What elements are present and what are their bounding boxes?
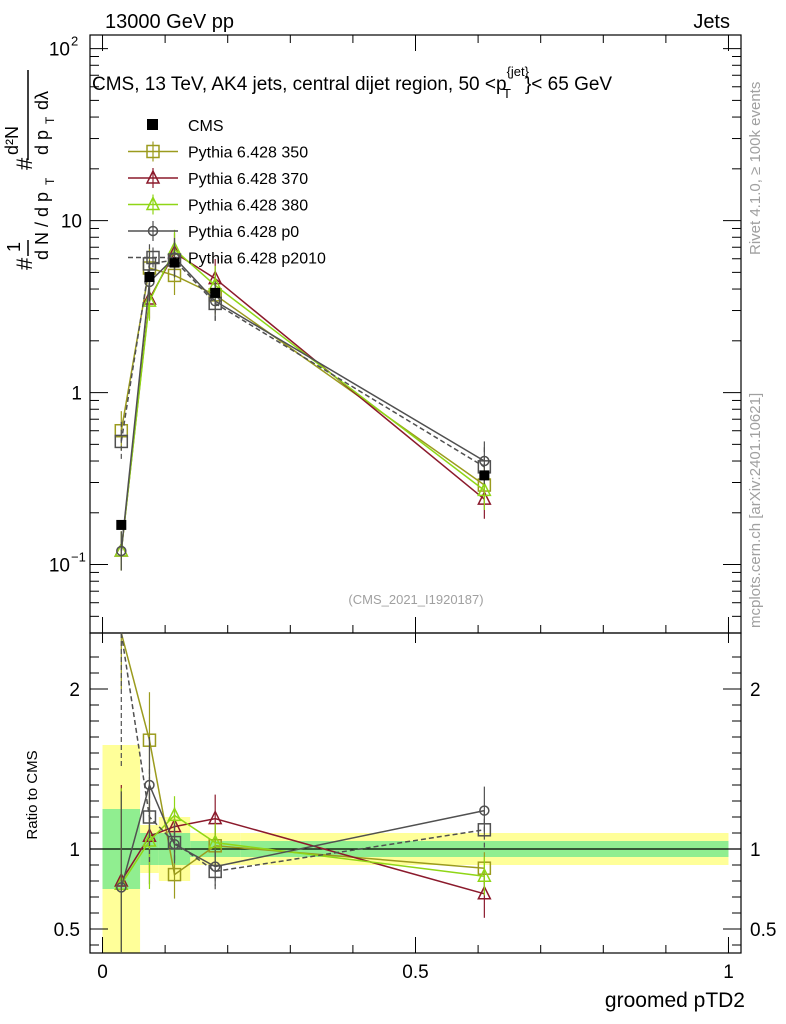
series-main-marker xyxy=(142,292,157,307)
legend-label: Pythia 6.428 p2010 xyxy=(188,251,326,268)
legend-marker xyxy=(146,144,160,159)
legend-entry: CMS xyxy=(147,118,224,135)
legend-marker xyxy=(145,169,161,184)
y-label-sub-2: T xyxy=(43,116,57,124)
series-layer xyxy=(114,229,492,953)
ratio-y-tick-label: 0.5 xyxy=(54,920,80,941)
cms-data-marker xyxy=(169,257,180,268)
main-y-tick-label: 10 xyxy=(49,556,70,577)
legend-entry: Pythia 6.428 350 xyxy=(128,141,308,162)
main-y-tick-label: 10 xyxy=(49,40,70,61)
main-y-tick-exponent: 2 xyxy=(71,34,78,49)
y-label-part-1: # xyxy=(12,257,37,270)
legend-label: Pythia 6.428 p0 xyxy=(188,224,299,241)
header-left: 13000 GeV pp xyxy=(105,11,234,33)
legend-entry: Pythia 6.428 p0 xyxy=(128,221,299,241)
series-ratio-line xyxy=(120,632,485,873)
legend-label: Pythia 6.428 350 xyxy=(188,145,308,162)
series-ratio-marker xyxy=(167,806,182,822)
ratio-y-tick-label-right: 1 xyxy=(750,840,761,861)
series-main-marker xyxy=(114,434,129,449)
x-tick-label: 1 xyxy=(723,962,734,983)
x-tick-label: 0 xyxy=(97,962,108,983)
legend-entry: Pythia 6.428 380 xyxy=(128,194,308,215)
title-superscript: {jet} xyxy=(507,64,530,79)
series-ratio-marker xyxy=(208,864,222,879)
ratio-y-tick-label: 1 xyxy=(69,840,80,861)
main-y-tick-label: 1 xyxy=(71,384,82,405)
legend: CMS Pythia 6.428 350 Pythia 6.428 370 Pythi… xyxy=(128,118,326,268)
ratio-y-axis-label: Ratio to CMS xyxy=(24,750,41,839)
main-y-axis-label: # 1 d N / d p T # d²N d p T dλ xyxy=(2,70,57,270)
series-ratio-marker xyxy=(116,882,127,893)
mcplots-label: mcplots.cern.ch [arXiv:2401.10621] xyxy=(747,393,764,628)
y-label-lambda: dλ xyxy=(32,91,52,110)
legend-entry: Pythia 6.428 370 xyxy=(128,168,308,188)
rivet-label: Rivet 4.1.0, ≥ 100k events xyxy=(747,82,764,255)
ratio-y-tick-label: 2 xyxy=(69,680,80,701)
analysis-id: (CMS_2021_I1920187) xyxy=(348,592,483,607)
series-main-line xyxy=(120,259,485,468)
legend-entry: Pythia 6.428 p2010 xyxy=(128,247,326,268)
main-y-tick-label: 10 xyxy=(61,212,82,233)
main-y-tick-exponent: −1 xyxy=(71,550,86,565)
y-label-sub-1: T xyxy=(43,177,57,185)
header-right: Jets xyxy=(693,11,730,33)
series-main-marker xyxy=(116,545,127,557)
ratio-y-tick-label-right: 0.5 xyxy=(750,920,776,941)
y-label-denominator-1: d N / d p xyxy=(32,192,52,260)
cms-data-marker xyxy=(144,271,155,282)
y-label-denominator-2: d p xyxy=(32,130,52,155)
x-tick-label: 0.5 xyxy=(402,962,428,983)
y-label-part-2: # xyxy=(12,157,37,170)
series-ratio-marker xyxy=(167,867,182,882)
series-ratio-marker xyxy=(477,885,492,900)
title-subscript: T xyxy=(503,86,511,101)
cms-data-marker xyxy=(116,519,127,530)
series-cms-data xyxy=(116,257,490,530)
legend-label: CMS xyxy=(188,118,224,135)
series-ratio-marker xyxy=(477,867,492,882)
chart-title: CMS, 13 TeV, AK4 jets, central dijet reg… xyxy=(92,64,612,101)
legend-marker xyxy=(147,225,159,237)
title-part-1: CMS, 13 TeV, AK4 jets, central dijet reg… xyxy=(92,74,507,95)
title-part-2: }< 65 GeV xyxy=(525,74,612,95)
series-ratio-marker xyxy=(142,810,157,824)
series-main-marker xyxy=(477,481,492,497)
legend-marker xyxy=(145,195,161,211)
cms-data-marker xyxy=(210,287,221,298)
cms-data-marker xyxy=(479,470,490,481)
ratio-y-tick-label-right: 2 xyxy=(750,680,761,701)
legend-label: Pythia 6.428 370 xyxy=(188,171,308,188)
legend-marker xyxy=(147,119,158,130)
series-ratio-marker xyxy=(167,835,182,850)
legend-label: Pythia 6.428 380 xyxy=(188,198,308,215)
y-label-numerator: d²N xyxy=(2,126,22,155)
x-axis-label: groomed pTD2 xyxy=(605,989,745,1012)
series-ratio-marker xyxy=(477,823,492,837)
legend-marker xyxy=(146,250,160,265)
y-label-one: 1 xyxy=(4,242,24,252)
